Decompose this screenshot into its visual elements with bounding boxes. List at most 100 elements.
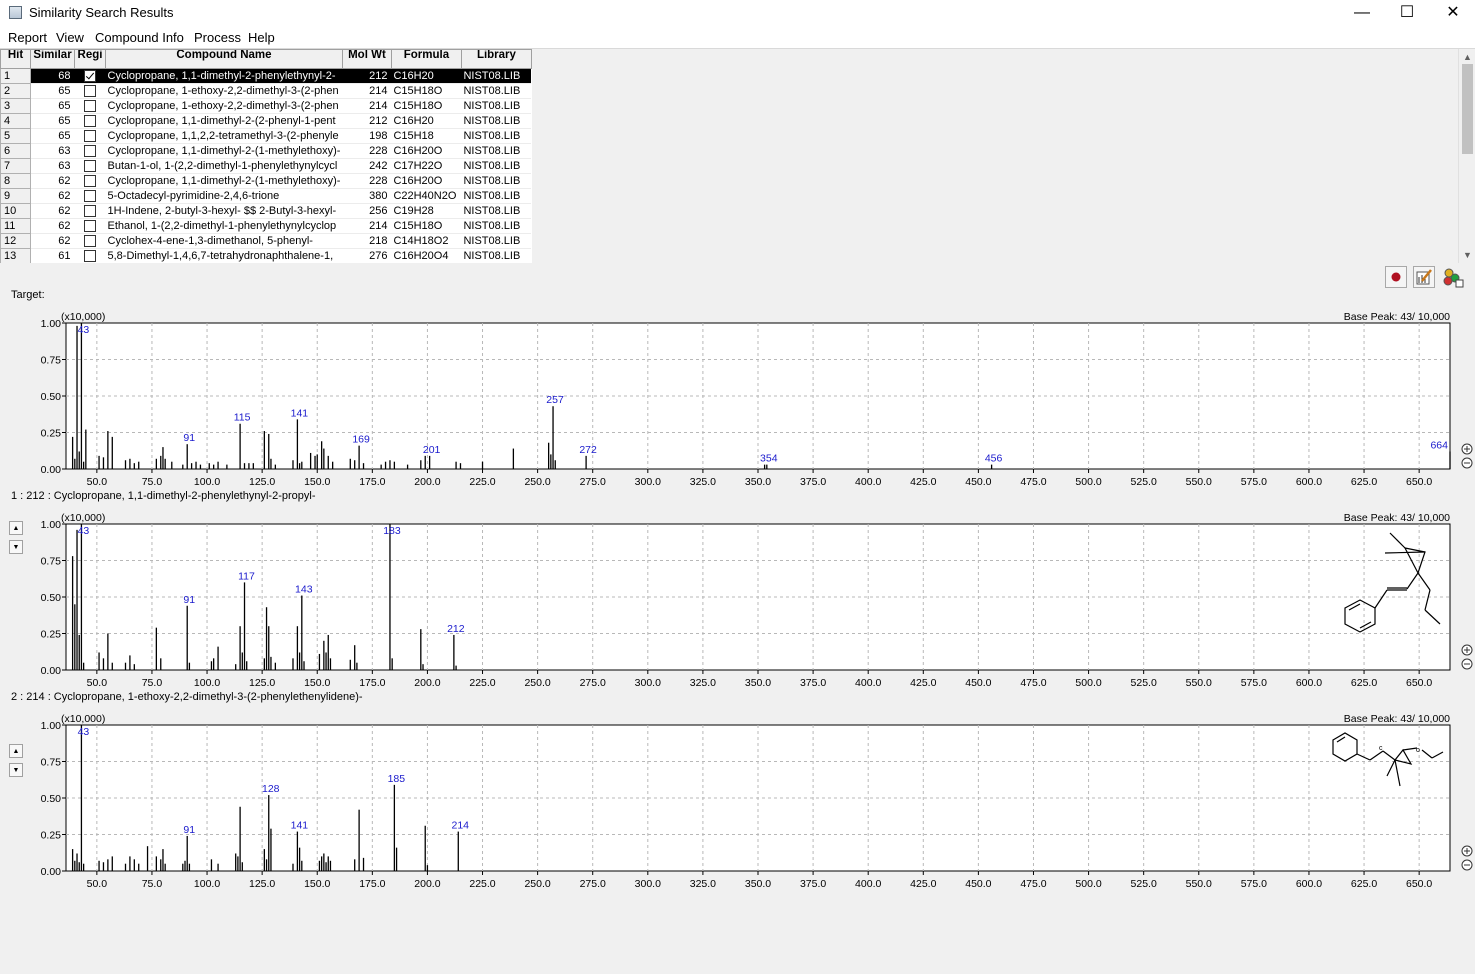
register-checkbox[interactable] <box>84 100 96 113</box>
table-row[interactable]: 3 65 Cyclopropane, 1-ethoxy-2,2-dimethyl-3… <box>0 98 532 114</box>
mol-wt-cell: 242 <box>342 158 392 174</box>
table-header-row: Hit Similar Regi Compound Name Mol Wt Fo… <box>0 49 532 69</box>
register-checkbox[interactable] <box>84 190 96 203</box>
scroll-up-arrow-icon[interactable]: ▲ <box>1463 52 1472 62</box>
table-row[interactable]: 6 63 Cyclopropane, 1,1-dimethyl-2-(1-methy… <box>0 143 532 159</box>
x-tick-label: 500.0 <box>1075 878 1101 890</box>
register-checkbox[interactable] <box>84 70 96 83</box>
table-row[interactable]: 11 62 Ethanol, 1-(2,2-dimethyl-1-phenyleth… <box>0 218 532 234</box>
library-cell: NIST08.LIB <box>461 128 532 144</box>
zoom-out-icon[interactable] <box>1461 658 1473 670</box>
formula-cell: C16H20 <box>391 113 462 129</box>
peak-label: 141 <box>291 820 309 832</box>
compound-name-cell: Cyclopropane, 1,1,2,2-tetramethyl-3-(2-p… <box>105 128 343 144</box>
x-tick-label: 475.0 <box>1020 476 1046 488</box>
zoom-in-icon[interactable] <box>1461 845 1473 857</box>
x-tick-label: 475.0 <box>1020 677 1046 689</box>
minimize-button[interactable]: — <box>1354 4 1370 21</box>
x-tick-label: 75.0 <box>142 878 163 890</box>
hit2-spectrum-label: 2 : 214 : Cyclopropane, 1-ethoxy-2,2-dim… <box>11 691 363 703</box>
register-checkbox[interactable] <box>84 220 96 233</box>
register-checkbox[interactable] <box>84 205 96 218</box>
table-row[interactable]: 10 62 1H-Indene, 2-butyl-3-hexyl- $$ 2-But… <box>0 203 532 219</box>
similarity-cell: 62 <box>30 218 75 234</box>
menu-help[interactable]: Help <box>248 30 275 45</box>
table-row[interactable]: 1 68 Cyclopropane, 1,1-dimethyl-2-phenylet… <box>0 68 532 84</box>
table-row[interactable]: 12 62 Cyclohex-4-ene-1,3-dimethanol, 5-phe… <box>0 233 532 249</box>
record-button[interactable] <box>1385 266 1407 288</box>
x-tick-label: 125.0 <box>249 677 275 689</box>
peak-label: 141 <box>291 407 309 419</box>
register-checkbox[interactable] <box>84 160 96 173</box>
edit-spectrum-button[interactable] <box>1413 266 1435 288</box>
zoom-out-icon[interactable] <box>1461 859 1473 871</box>
x-tick-label: 150.0 <box>304 677 330 689</box>
register-checkbox[interactable] <box>84 130 96 143</box>
table-row[interactable]: 2 65 Cyclopropane, 1-ethoxy-2,2-dimethyl-3… <box>0 83 532 99</box>
register-checkbox[interactable] <box>84 175 96 188</box>
scroll-thumb[interactable] <box>1462 64 1473 154</box>
hit1-prev-button[interactable]: ▲ <box>9 521 23 535</box>
hit-list-table: Hit Similar Regi Compound Name Mol Wt Fo… <box>0 49 532 263</box>
x-tick-label: 350.0 <box>745 878 771 890</box>
menu-compound-info[interactable]: Compound Info <box>95 30 184 45</box>
col-header-regi[interactable]: Regi <box>74 49 106 69</box>
molecule-color-button[interactable] <box>1441 266 1464 288</box>
similarity-cell: 68 <box>30 68 75 84</box>
x-tick-label: 250.0 <box>524 677 550 689</box>
register-checkbox[interactable] <box>84 85 96 98</box>
similarity-cell: 62 <box>30 203 75 219</box>
register-checkbox[interactable] <box>84 250 96 263</box>
table-row[interactable]: 13 61 5,8-Dimethyl-1,4,6,7-tetrahydronapht… <box>0 248 532 263</box>
menu-view[interactable]: View <box>56 30 84 45</box>
hit2-next-button[interactable]: ▼ <box>9 763 23 777</box>
col-header-similar[interactable]: Similar <box>30 49 75 69</box>
mol-wt-cell: 276 <box>342 248 392 263</box>
scroll-down-arrow-icon[interactable]: ▼ <box>1463 250 1472 260</box>
x-tick-label: 175.0 <box>359 476 385 488</box>
menu-report[interactable]: Report <box>8 30 48 45</box>
register-cell <box>74 143 106 159</box>
table-row[interactable]: 8 62 Cyclopropane, 1,1-dimethyl-2-(1-methy… <box>0 173 532 189</box>
x-tick-label: 425.0 <box>910 677 936 689</box>
table-row[interactable]: 7 63 Butan-1-ol, 1-(2,2-dimethyl-1-phenyle… <box>0 158 532 174</box>
hit-number-cell: 8 <box>0 173 31 189</box>
library-cell: NIST08.LIB <box>461 248 532 263</box>
maximize-button[interactable]: ☐ <box>1399 4 1415 21</box>
zoom-out-icon[interactable] <box>1461 457 1473 469</box>
col-header-hit[interactable]: Hit <box>0 49 31 69</box>
peak-label: 183 <box>383 525 401 537</box>
close-button[interactable]: ✕ <box>1446 4 1460 21</box>
register-checkbox[interactable] <box>84 145 96 158</box>
register-checkbox[interactable] <box>84 115 96 128</box>
hit1-structure-image <box>1344 532 1441 633</box>
hit2-prev-button[interactable]: ▲ <box>9 744 23 758</box>
register-cell <box>74 233 106 249</box>
col-header-formula[interactable]: Formula <box>390 49 462 69</box>
x-tick-label: 500.0 <box>1075 476 1101 488</box>
library-cell: NIST08.LIB <box>461 203 532 219</box>
table-row[interactable]: 5 65 Cyclopropane, 1,1,2,2-tetramethyl-3-(… <box>0 128 532 144</box>
col-header-mol-wt[interactable]: Mol Wt <box>341 49 392 69</box>
table-row[interactable]: 4 65 Cyclopropane, 1,1-dimethyl-2-(2-pheny… <box>0 113 532 129</box>
zoom-in-icon[interactable] <box>1461 644 1473 656</box>
similarity-cell: 62 <box>30 173 75 189</box>
base-peak-label: Base Peak: 43/ 10,000 <box>1344 512 1450 524</box>
col-header-library[interactable]: Library <box>460 49 532 69</box>
peak-label: 212 <box>447 623 465 635</box>
table-row[interactable]: 9 62 5-Octadecyl-pyrimidine-2,4,6-trione 38… <box>0 188 532 204</box>
hit1-next-button[interactable]: ▼ <box>9 540 23 554</box>
menu-process[interactable]: Process <box>194 30 241 45</box>
register-cell <box>74 158 106 174</box>
register-cell <box>74 83 106 99</box>
table-scrollbar[interactable]: ▲ ▼ <box>1458 49 1475 263</box>
library-cell: NIST08.LIB <box>461 173 532 189</box>
register-checkbox[interactable] <box>84 235 96 248</box>
zoom-in-icon[interactable] <box>1461 443 1473 455</box>
x-tick-label: 650.0 <box>1406 878 1432 890</box>
x-tick-label: 150.0 <box>304 476 330 488</box>
similarity-cell: 65 <box>30 98 75 114</box>
col-header-compound-name[interactable]: Compound Name <box>105 49 343 69</box>
hit2-structure-image: c o <box>1332 732 1444 787</box>
peak-label: 128 <box>262 783 280 795</box>
